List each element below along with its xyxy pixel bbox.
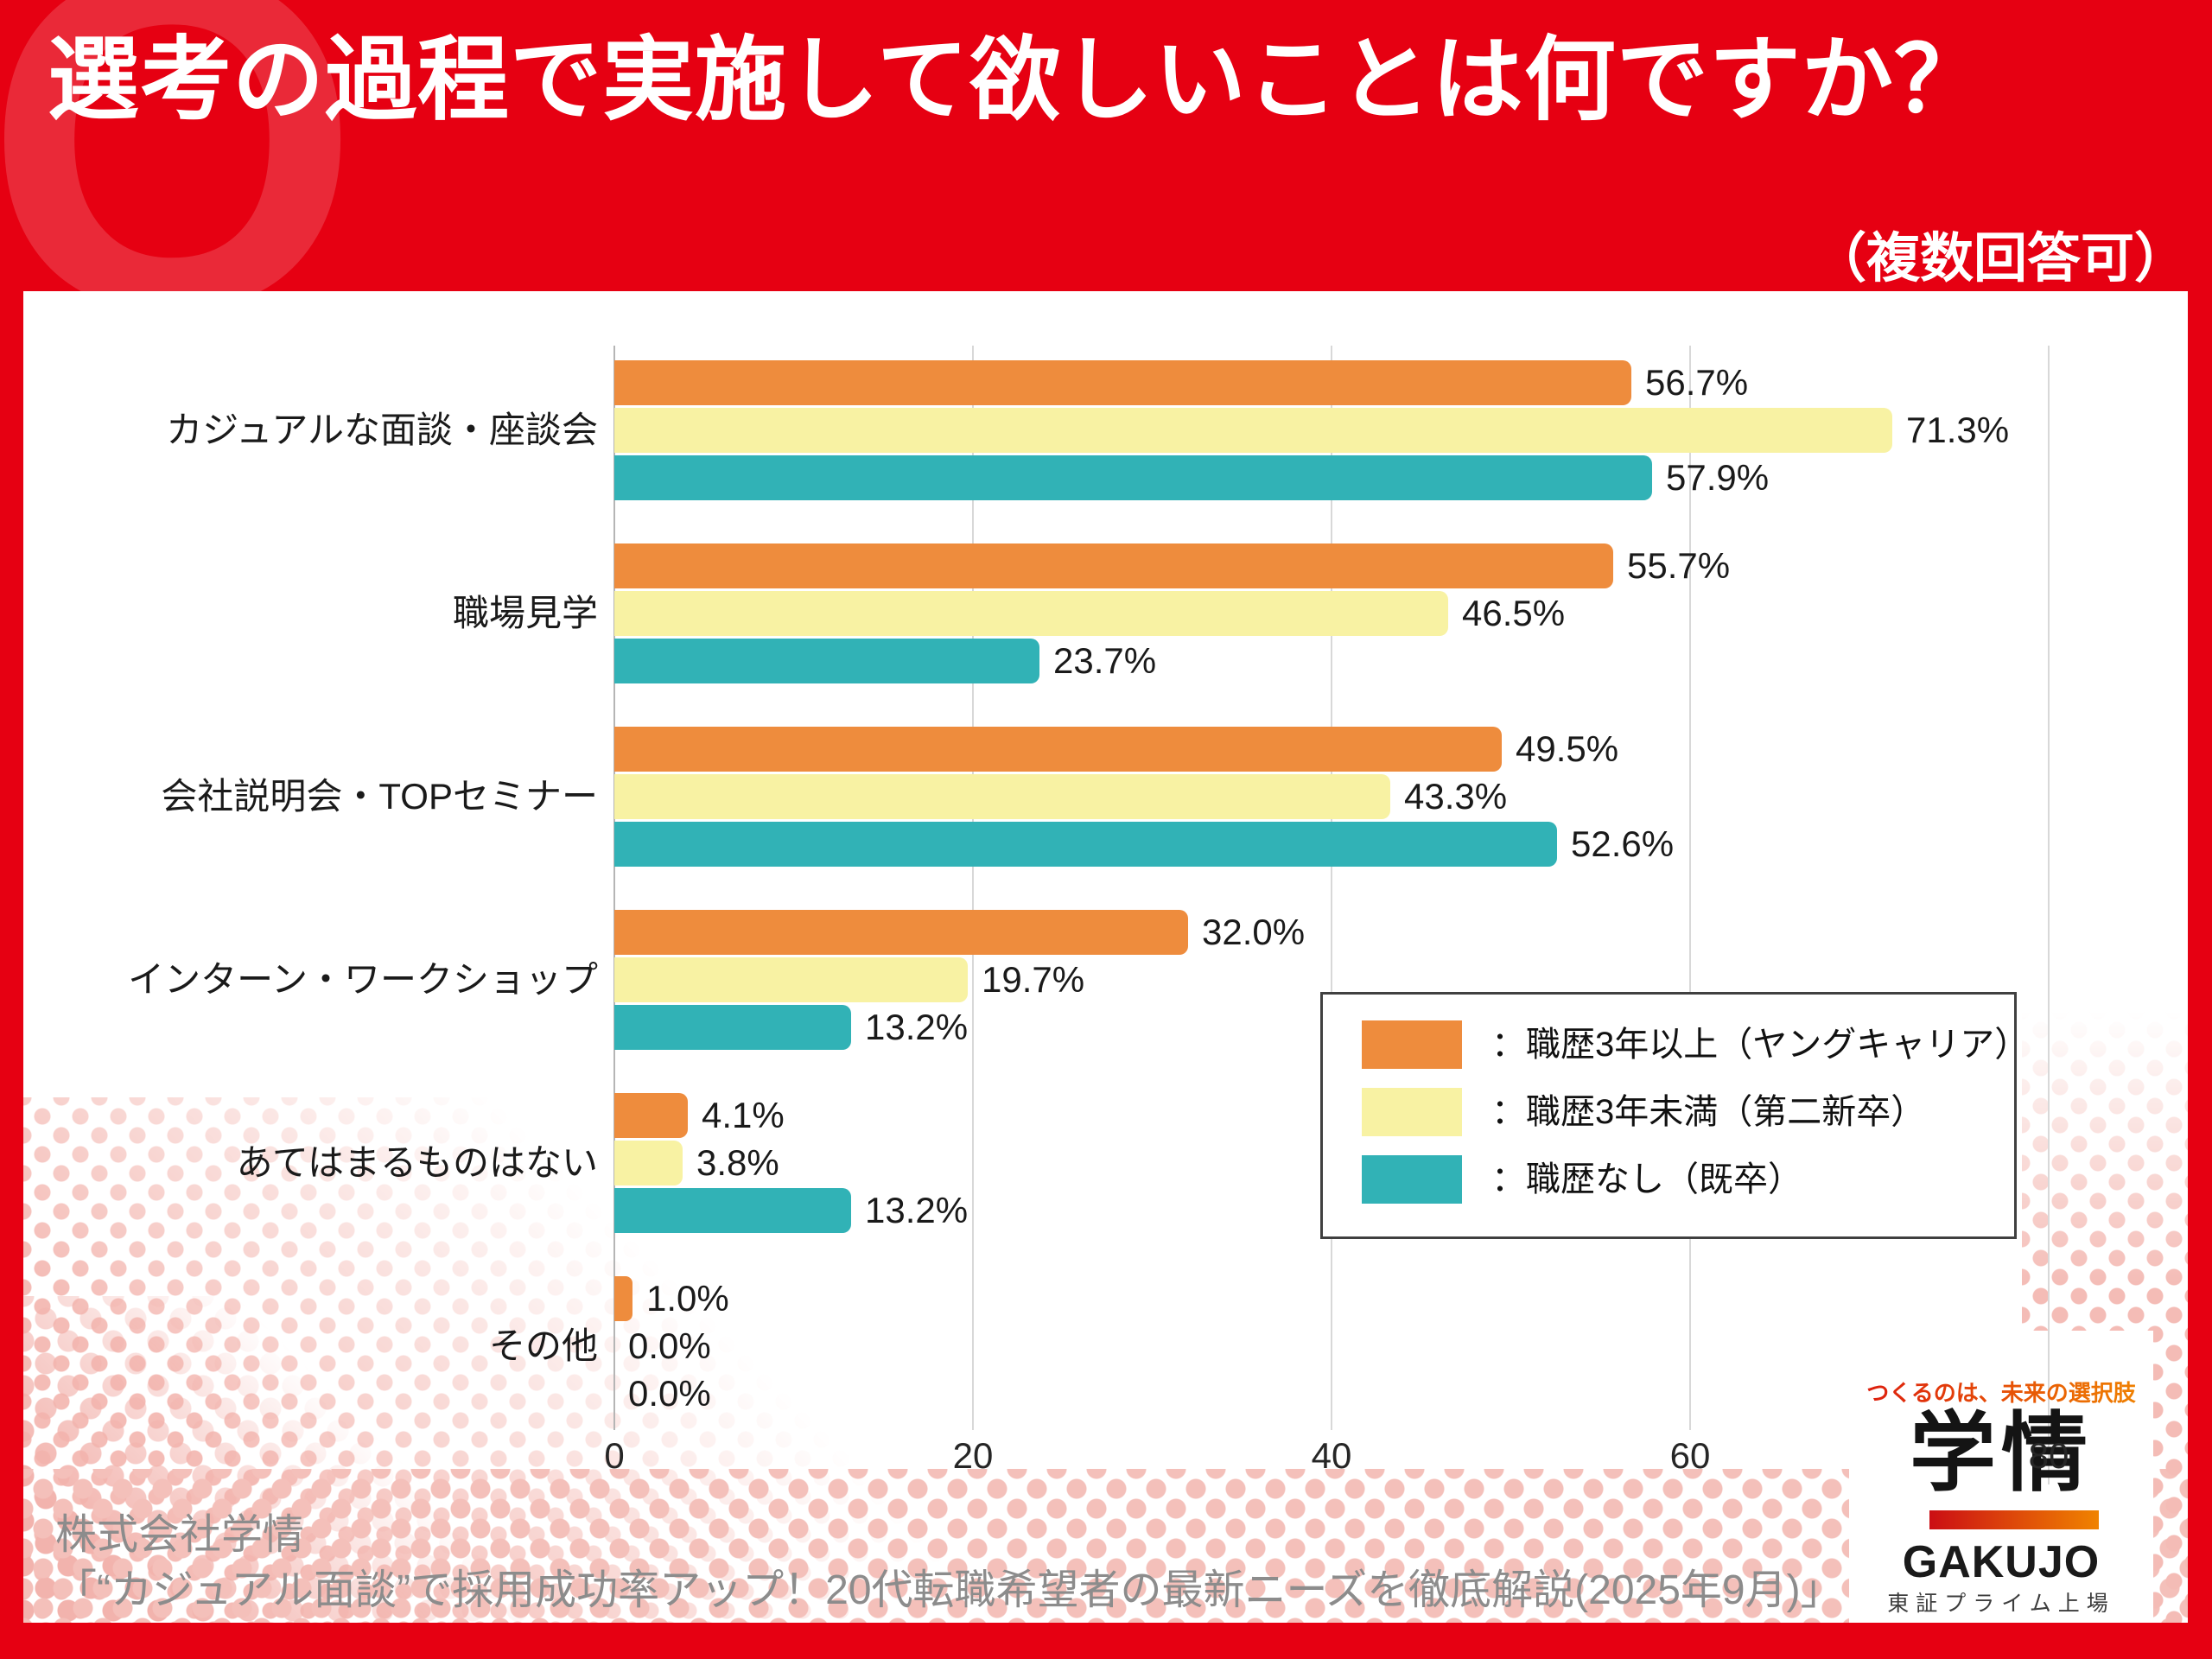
logo-tagline: つくるのは、未来の選択肢 bbox=[1858, 1376, 2145, 1408]
bar-value-label: 23.7% bbox=[1053, 640, 1157, 681]
bar bbox=[614, 543, 1613, 588]
legend-swatch bbox=[1362, 1020, 1462, 1069]
bar bbox=[614, 408, 1892, 453]
bar bbox=[614, 1188, 851, 1233]
bar-value-label: 55.7% bbox=[1627, 545, 1731, 586]
legend-swatch bbox=[1362, 1155, 1462, 1204]
x-tick-label-80: 80 bbox=[2028, 1435, 2069, 1476]
gakujo-wordmark: GAKUJO bbox=[1902, 1537, 2101, 1587]
legend-swatch bbox=[1362, 1088, 1462, 1136]
x-tick-label-20: 20 bbox=[952, 1435, 994, 1476]
category-label: カジュアルな面談・座談会 bbox=[166, 410, 598, 450]
logo-listing-text: 東証プライム上場 bbox=[1887, 1592, 2115, 1616]
bar-value-label: 52.6% bbox=[1571, 823, 1675, 864]
chart-legend: ：職歴3年以上（ヤングキャリア） ：職歴3年未満（第二新卒） ：職歴なし（既卒） bbox=[1320, 992, 2029, 1239]
bar-value-label: 1.0% bbox=[646, 1278, 729, 1319]
category-label: 職場見学 bbox=[452, 593, 598, 633]
bar bbox=[614, 1005, 851, 1050]
bar bbox=[614, 591, 1448, 636]
gridline-60 bbox=[1689, 346, 1691, 1430]
bar bbox=[614, 822, 1557, 867]
bar-value-label: 19.7% bbox=[982, 959, 1085, 1000]
category-label: その他 bbox=[488, 1325, 598, 1366]
bar-value-label: 32.0% bbox=[1202, 912, 1306, 952]
legend-item: ：職歴3年以上（ヤングキャリア） bbox=[1362, 1020, 2029, 1071]
x-tick-label-0: 0 bbox=[604, 1435, 625, 1476]
category-label: 会社説明会・TOPセミナー bbox=[161, 776, 598, 817]
page-subtitle: （複数回答可） bbox=[1812, 229, 2188, 289]
source-company: 株式会社学情 bbox=[55, 1512, 305, 1558]
bar bbox=[614, 455, 1652, 500]
legend-item: ：職歴なし（既卒） bbox=[1362, 1155, 1984, 1205]
bar-value-label: 49.5% bbox=[1516, 728, 1619, 769]
bar-value-label: 71.3% bbox=[1906, 410, 2010, 450]
gridline-20 bbox=[972, 346, 974, 1430]
bar-value-label: 0.0% bbox=[628, 1373, 711, 1414]
gridline-0 bbox=[613, 346, 615, 1430]
bar bbox=[614, 1276, 632, 1321]
gridline-40 bbox=[1331, 346, 1332, 1430]
bar bbox=[614, 360, 1631, 405]
bar-value-label: 0.0% bbox=[628, 1325, 711, 1366]
bar-value-label: 46.5% bbox=[1462, 593, 1566, 633]
legend-label: ：職歴なし（既卒） bbox=[1491, 1160, 1802, 1198]
bar bbox=[614, 910, 1188, 955]
logo-gradient-bar bbox=[1929, 1510, 2099, 1529]
bar bbox=[614, 1141, 683, 1185]
bar-value-label: 57.9% bbox=[1666, 457, 1770, 498]
bar bbox=[614, 1093, 688, 1138]
bar bbox=[614, 774, 1390, 819]
bar-value-label: 43.3% bbox=[1404, 776, 1508, 817]
bar-value-label: 13.2% bbox=[865, 1007, 969, 1047]
bar-value-label: 56.7% bbox=[1645, 362, 1749, 403]
gridline-80 bbox=[2048, 346, 2050, 1484]
legend-label: ：職歴3年未満（第二新卒） bbox=[1491, 1093, 1926, 1131]
legend-label: ：職歴3年以上（ヤングキャリア） bbox=[1491, 1026, 2030, 1064]
bar bbox=[614, 639, 1039, 683]
x-tick-label-60: 60 bbox=[1669, 1435, 1711, 1476]
page-title: 選考の過程で実施して欲しいことは何ですか？ bbox=[48, 29, 1986, 131]
header-banner: Q 選考の過程で実施して欲しいことは何ですか？ （複数回答可） bbox=[0, 0, 2212, 291]
x-tick-label-40: 40 bbox=[1311, 1435, 1352, 1476]
bar-value-label: 13.2% bbox=[865, 1190, 969, 1230]
bar bbox=[614, 727, 1502, 772]
bar-value-label: 3.8% bbox=[696, 1142, 779, 1183]
category-label: インターン・ワークショップ bbox=[128, 959, 598, 1000]
source-report-title: 「“カジュアル面談”で採用成功率アップ！20代転職希望者の最新ニーズを徹底解説(… bbox=[55, 1567, 1842, 1613]
legend-item: ：職歴3年未満（第二新卒） bbox=[1362, 1088, 1984, 1138]
bar-value-label: 4.1% bbox=[702, 1095, 785, 1135]
category-label: あてはまるものはない bbox=[236, 1142, 598, 1183]
q-watermark: Q bbox=[0, 0, 361, 291]
bar bbox=[614, 957, 968, 1002]
